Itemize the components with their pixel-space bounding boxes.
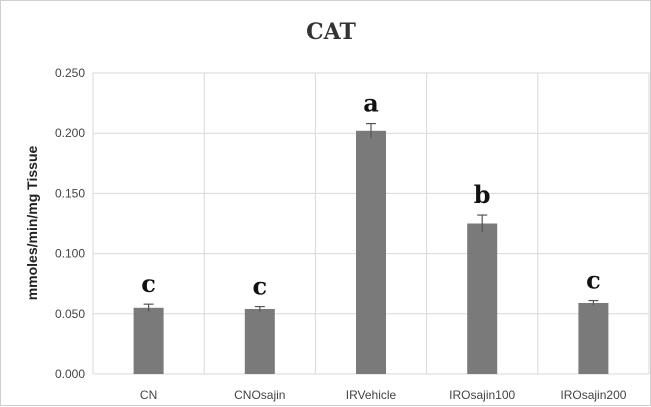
x-tick-label: CNOsajin xyxy=(234,388,285,402)
y-axis-label: mmoles/min/mg Tissue xyxy=(24,146,40,301)
x-tick-labels: CN CNOsajin IRVehicle IROsajin100 IROsajin20… xyxy=(140,388,627,402)
bar-cn xyxy=(133,307,164,374)
y-tick-label: 0.000 xyxy=(55,367,85,381)
bars xyxy=(133,130,609,374)
bar-irosajin200 xyxy=(578,302,609,374)
y-tick-label: 0.050 xyxy=(55,307,85,321)
y-tick-label: 0.150 xyxy=(55,186,85,200)
bar-irvehicle xyxy=(356,130,386,374)
significance-letter: b xyxy=(474,180,491,209)
x-tick-label: IRVehicle xyxy=(346,388,397,402)
x-tick-label: CN xyxy=(140,388,157,402)
y-tick-label: 0.100 xyxy=(55,247,85,261)
x-tick-label: IROsajin100 xyxy=(449,388,515,402)
error-bars xyxy=(143,122,599,312)
significance-letter: a xyxy=(363,89,379,118)
bar-irosajin100 xyxy=(467,223,498,374)
y-tick-label: 0.200 xyxy=(55,126,85,140)
significance-letter: c xyxy=(141,269,156,298)
chart-title: CAT xyxy=(306,19,356,45)
y-tick-label: 0.250 xyxy=(55,66,85,80)
significance-letter: c xyxy=(586,266,601,295)
bar-cnosajin xyxy=(244,308,275,374)
y-tick-labels: 0.000 0.050 0.100 0.150 0.200 0.250 xyxy=(55,66,85,381)
significance-letters: c c a b c xyxy=(141,89,600,301)
x-tick-label: IROsajin200 xyxy=(560,388,626,402)
significance-letter: c xyxy=(252,272,267,301)
